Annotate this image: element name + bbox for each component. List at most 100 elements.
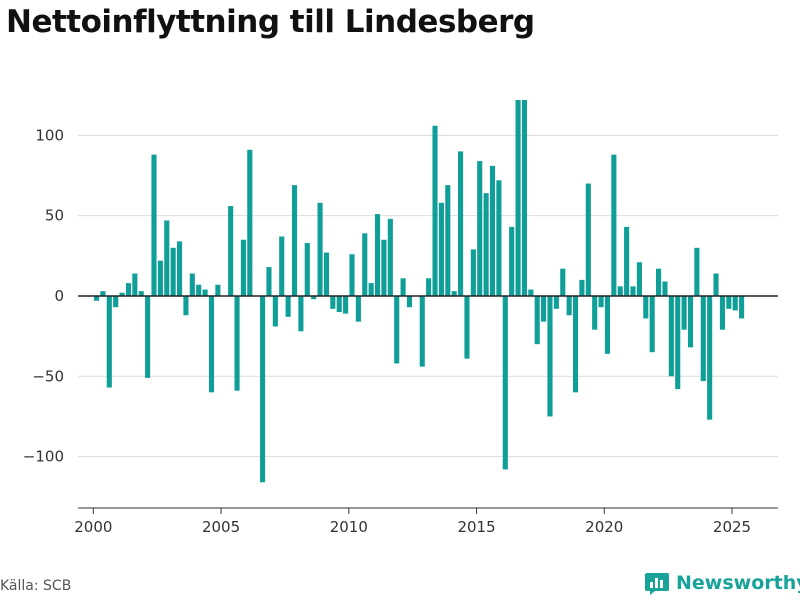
bar (240, 239, 246, 296)
bar (349, 254, 355, 296)
y-tick-label: −100 (23, 448, 64, 466)
bar (394, 295, 400, 364)
bar (387, 218, 393, 296)
bar (330, 295, 336, 309)
bar (343, 295, 349, 314)
bar (477, 161, 483, 296)
y-tick-label: −50 (32, 367, 64, 385)
bar (176, 241, 183, 296)
bar (707, 295, 713, 420)
bar-chart-logo-icon (645, 573, 669, 595)
bar (336, 295, 342, 313)
x-tick-label: 2010 (330, 518, 368, 536)
bar (681, 295, 687, 330)
source-label: Källa: SCB (0, 578, 72, 594)
bar (260, 295, 266, 483)
bar (470, 249, 476, 296)
bar (534, 295, 540, 345)
bar (426, 278, 432, 296)
bar (189, 273, 195, 296)
bar (630, 286, 636, 296)
bar (285, 295, 291, 317)
bar (521, 100, 527, 296)
bar (643, 295, 649, 319)
bar (694, 247, 700, 296)
bar (458, 151, 464, 296)
bar (438, 202, 444, 296)
bar (560, 268, 566, 296)
bar (585, 183, 591, 296)
bar (138, 291, 144, 296)
bar (170, 247, 176, 296)
bar (700, 295, 706, 382)
bar (266, 267, 272, 296)
bar (317, 202, 323, 296)
bar (145, 295, 151, 378)
bar (528, 289, 534, 296)
bar (509, 226, 515, 296)
x-tick-label: 2005 (202, 518, 240, 536)
bar (362, 233, 368, 296)
bar (649, 295, 655, 353)
y-tick-label: 100 (35, 126, 64, 144)
bar (719, 295, 725, 330)
bar (598, 295, 604, 308)
newsworthy-brand[interactable]: Newsworthy (644, 570, 800, 596)
bar (164, 220, 170, 296)
bar (119, 292, 125, 296)
bar (311, 295, 317, 300)
bar (125, 283, 132, 296)
bar (445, 185, 451, 296)
bar (279, 236, 285, 296)
bar (713, 273, 719, 296)
bar (215, 284, 221, 296)
bar (547, 295, 553, 417)
bar (151, 154, 157, 296)
bar (208, 295, 215, 393)
bar (732, 295, 738, 311)
bar (624, 226, 630, 296)
bar (355, 295, 361, 322)
bar (93, 295, 100, 301)
bar (502, 295, 508, 470)
bar (323, 252, 330, 296)
bar (489, 165, 496, 296)
bar (687, 295, 694, 348)
bar (579, 279, 585, 296)
bar (636, 262, 642, 296)
bar (739, 295, 745, 319)
bar (228, 206, 234, 296)
bar (400, 278, 406, 296)
bar (611, 154, 617, 296)
bar (617, 286, 623, 296)
bar (202, 289, 208, 296)
bar (496, 180, 502, 296)
bar (100, 291, 106, 296)
brand-name: Newsworthy (676, 572, 800, 594)
bar (291, 185, 298, 296)
bar (368, 283, 374, 296)
bar (113, 295, 119, 308)
bar (604, 295, 611, 354)
bar (515, 100, 521, 296)
bar (304, 242, 310, 296)
bar (572, 295, 579, 393)
bar (451, 291, 457, 296)
axes: 100 50 0 −50 −100 2000 2005 2010 2015 2020 2025 (23, 126, 778, 536)
bar (196, 284, 202, 296)
y-tick-label: 50 (45, 207, 64, 225)
bar (464, 295, 470, 359)
bar (668, 295, 674, 377)
bar (157, 260, 163, 296)
x-tick-label: 2000 (74, 518, 112, 536)
bar (419, 295, 425, 367)
chart-title: Nettoinflyttning till Lindesberg (6, 4, 535, 40)
bar (656, 268, 662, 296)
bar (432, 125, 438, 296)
bar (406, 295, 413, 308)
y-tick-label: 0 (54, 287, 64, 305)
bar (132, 273, 138, 296)
bar (247, 149, 253, 296)
bar (272, 295, 278, 327)
